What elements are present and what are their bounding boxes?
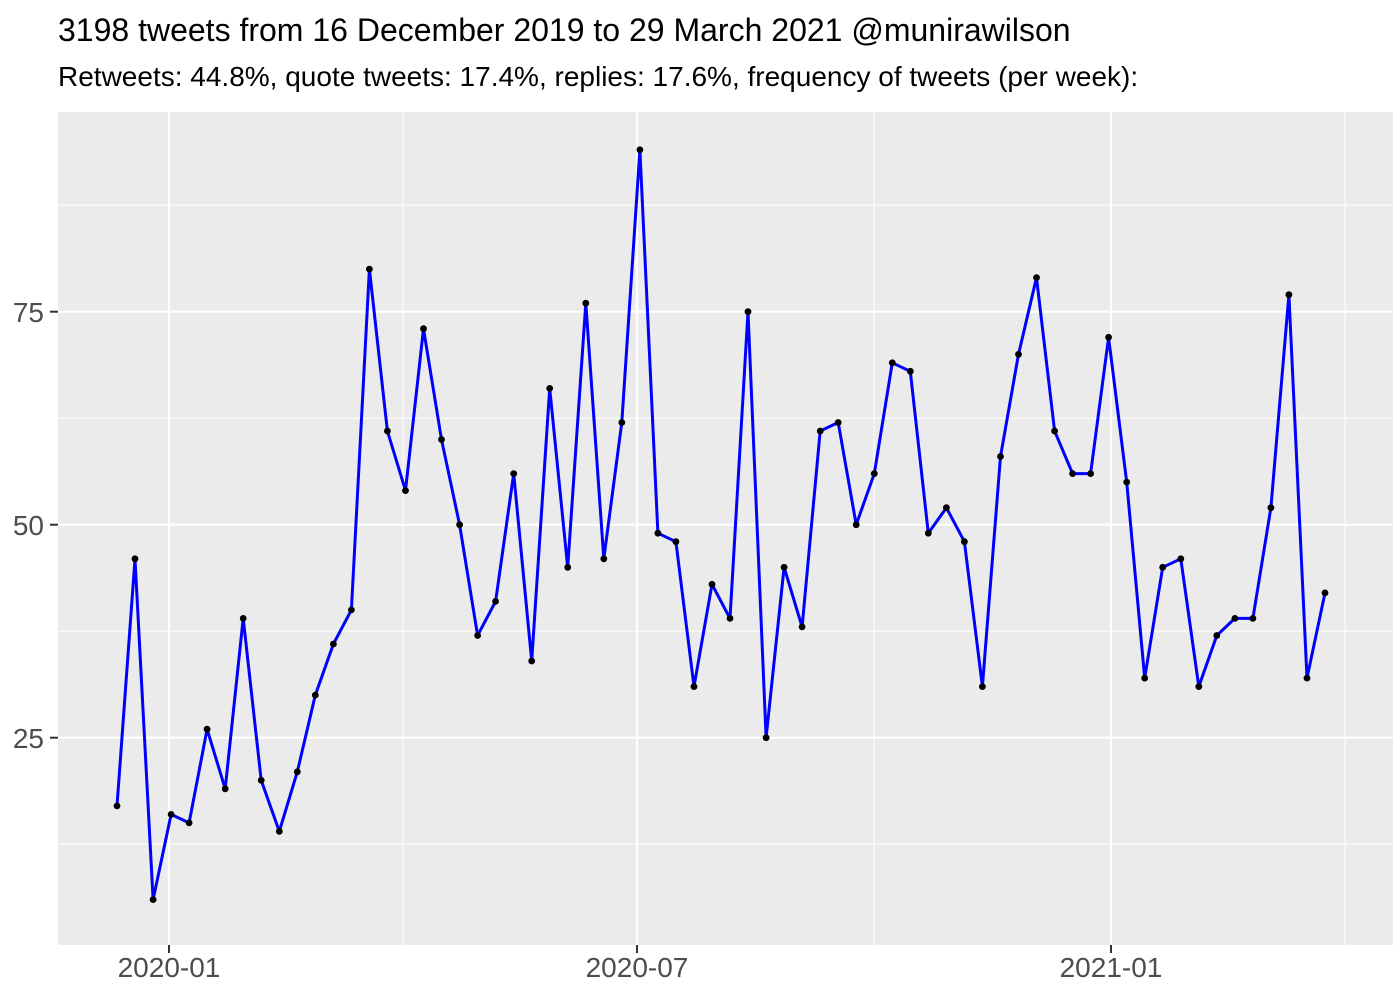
data-point: [943, 504, 950, 512]
data-point: [456, 521, 463, 529]
data-point: [131, 555, 139, 563]
data-point: [402, 487, 409, 494]
data-point: [924, 529, 932, 537]
data-point: [492, 598, 499, 605]
data-point: [275, 828, 283, 835]
data-point: [600, 555, 608, 563]
data-point: [834, 419, 842, 426]
data-point: [311, 691, 319, 699]
data-point: [1267, 504, 1275, 512]
data-point: [780, 563, 788, 571]
page-title: 3198 tweets from 16 December 2019 to 29 …: [58, 12, 1071, 48]
data-point: [1069, 470, 1076, 477]
data-point: [744, 308, 752, 316]
data-point: [1015, 350, 1022, 358]
data-point: [149, 896, 157, 903]
data-point: [1303, 674, 1311, 682]
data-point: [636, 146, 644, 154]
data-point: [239, 615, 247, 622]
data-point: [870, 470, 878, 477]
data-point: [1123, 478, 1131, 486]
data-point: [798, 623, 806, 631]
data-point: [348, 606, 355, 614]
page-subtitle: Retweets: 44.8%, quote tweets: 17.4%, re…: [58, 61, 1139, 92]
data-point: [888, 359, 896, 367]
data-point: [420, 325, 427, 333]
data-point: [257, 776, 265, 784]
data-point: [1321, 589, 1329, 597]
data-point: [167, 811, 175, 818]
data-point: [726, 615, 734, 622]
data-point: [1105, 333, 1112, 341]
data-point: [1087, 470, 1094, 477]
data-point: [366, 265, 373, 273]
data-point: [852, 521, 860, 529]
data-point: [997, 453, 1004, 460]
data-point: [1033, 274, 1040, 281]
data-point: [330, 640, 337, 648]
data-point: [1159, 563, 1167, 571]
y-axis-tick-label: 25: [13, 723, 44, 754]
data-point: [672, 538, 680, 546]
data-point: [546, 385, 554, 392]
data-point: [708, 580, 716, 588]
data-point: [1141, 674, 1149, 682]
data-point: [906, 367, 914, 375]
y-axis-tick-label: 75: [13, 297, 44, 328]
data-point: [618, 419, 626, 426]
data-point: [438, 436, 445, 443]
data-point: [293, 768, 301, 776]
x-axis-tick-label: 2020-07: [586, 952, 689, 983]
data-point: [979, 683, 986, 690]
x-axis-tick-label: 2021-01: [1060, 952, 1163, 983]
data-point: [1177, 555, 1185, 563]
data-line: [115, 148, 1327, 902]
data-point: [384, 427, 391, 435]
data-point: [582, 299, 590, 307]
data-point: [185, 819, 193, 827]
data-point: [961, 538, 968, 546]
data-point: [510, 470, 518, 477]
data-point: [1051, 427, 1058, 435]
data-point: [1195, 683, 1203, 690]
y-axis-tick-label: 50: [13, 510, 44, 541]
data-point: [564, 563, 572, 571]
chart-panel: [58, 112, 1393, 945]
data-point: [474, 632, 481, 639]
data-point: [528, 657, 536, 665]
data-point: [762, 734, 770, 742]
data-point: [113, 802, 121, 810]
data-point: [221, 785, 229, 793]
data-point: [1213, 632, 1221, 639]
data-point: [203, 725, 211, 733]
data-point: [1231, 615, 1239, 622]
data-point: [816, 427, 824, 435]
data-point: [1249, 615, 1257, 622]
data-point: [1285, 291, 1293, 299]
data-point: [690, 683, 698, 690]
x-axis-tick-label: 2020-01: [118, 952, 221, 983]
data-point: [654, 529, 662, 537]
